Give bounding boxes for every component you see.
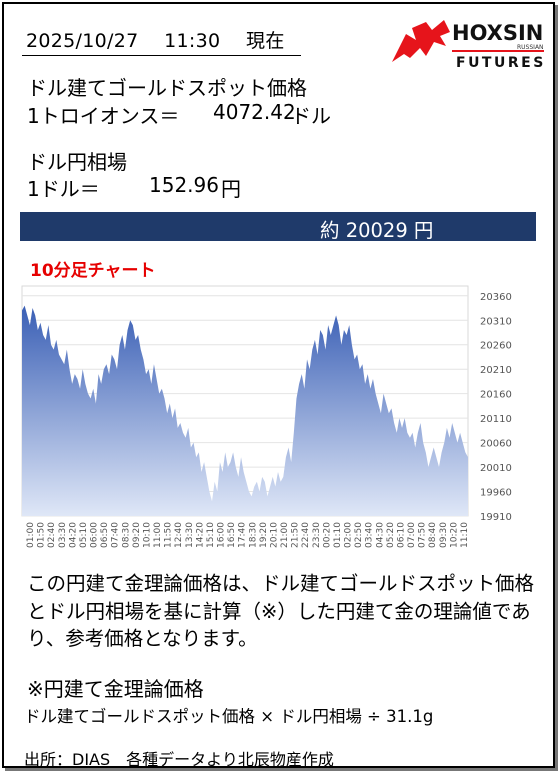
formula: ドル建てゴールドスポット価格 × ドル円相場 ÷ 31.1g <box>24 707 434 726</box>
y-tick-label: 19960 <box>480 488 512 499</box>
y-tick-label: 20360 <box>480 292 512 303</box>
gold-price-row: 1トロイオンス＝ 4072.42 ドル <box>27 100 331 129</box>
x-tick-label: 01:50 <box>37 522 47 548</box>
logo-mark-icon <box>392 20 450 62</box>
x-tick-label: 13:30 <box>185 522 195 548</box>
description: この円建て金理論価格は、ドル建てゴールドスポット価格とドル円相場を基に計算（※）… <box>27 572 535 650</box>
fx-label: ドル円相場 <box>27 150 127 174</box>
source-note: 出所：DIAS 各種データより北辰物産作成 <box>24 750 334 769</box>
x-tick-label: 11:10 <box>460 522 470 548</box>
x-tick-label: 22:40 <box>301 522 311 548</box>
as-of-datetime: 2025/10/27 11:30 現在 <box>22 26 301 56</box>
x-tick-label: 08:30 <box>121 522 131 548</box>
x-tick-label: 09:20 <box>132 522 142 548</box>
yen-gold-theoretical-price-banner: 円建て金理論価格 1g = 約 20029 円 <box>20 212 536 265</box>
fx-rate-currency: 円 <box>221 177 241 201</box>
gold-price-currency: ドル <box>291 104 331 128</box>
y-tick-label: 20260 <box>480 341 512 352</box>
banner-label: 円建て金理論価格 1g = <box>36 242 246 265</box>
y-tick-label: 20160 <box>480 390 512 401</box>
x-tick-label: 17:40 <box>238 522 248 548</box>
x-tick-label: 10:10 <box>142 522 152 548</box>
fx-unit-label: 1ドル＝ <box>27 177 100 201</box>
hoxsin-futures-logo: HOXSIN RUSSIAN FUTURES <box>392 20 546 71</box>
x-tick-label: 02:00 <box>344 522 354 548</box>
y-tick-label: 20060 <box>480 439 512 450</box>
x-tick-label: 07:50 <box>418 522 428 548</box>
x-tick-label: 07:00 <box>407 522 417 548</box>
x-tick-label: 04:20 <box>68 522 78 548</box>
x-tick-label: 10:20 <box>449 522 459 548</box>
x-tick-label: 18:30 <box>248 522 258 548</box>
x-tick-label: 05:20 <box>386 522 396 548</box>
x-tick-label: 03:30 <box>58 522 68 548</box>
price-area-series <box>22 305 468 516</box>
x-tick-label: 20:10 <box>269 522 279 548</box>
y-tick-label: 20210 <box>480 365 512 376</box>
logo-name: HOXSIN <box>452 21 543 45</box>
price-chart: 20360 20310 20260 20210 20160 20110 20060 20010… <box>21 285 512 548</box>
x-tick-label: 11:50 <box>164 522 174 548</box>
x-tick-label: 09:30 <box>439 522 449 548</box>
x-tick-label: 07:40 <box>111 522 121 548</box>
logo-tag: RUSSIAN <box>517 44 544 51</box>
x-tick-label: 23:30 <box>312 522 322 548</box>
x-tick-label: 02:40 <box>47 522 57 548</box>
fx-rate-value: 152.96 <box>149 173 219 197</box>
x-tick-label: 11:00 <box>153 522 163 548</box>
x-tick-label: 04:30 <box>375 522 385 548</box>
x-tick-label: 06:00 <box>90 522 100 548</box>
x-tick-label: 05:10 <box>79 522 89 548</box>
x-tick-label: 01:00 <box>26 522 36 548</box>
banner-value: 約 20029 円 <box>320 219 434 242</box>
x-tick-label: 21:00 <box>280 522 290 548</box>
y-tick-label: 19910 <box>480 512 512 523</box>
x-tick-label: 00:20 <box>322 522 332 548</box>
gold-unit-label: 1トロイオンス＝ <box>27 104 180 128</box>
note-title: ※円建て金理論価格 <box>27 677 204 701</box>
x-tick-label: 02:50 <box>354 522 364 548</box>
x-tick-label: 19:20 <box>259 522 269 548</box>
y-tick-label: 20110 <box>480 414 512 425</box>
x-tick-label: 03:40 <box>365 522 375 548</box>
gold-price-value: 4072.42 <box>213 100 296 124</box>
x-tick-label: 06:50 <box>100 522 110 548</box>
x-tick-label: 21:50 <box>291 522 301 548</box>
fx-rate-row: 1ドル＝ 152.96 円 <box>27 173 241 202</box>
x-tick-label: 16:50 <box>227 522 237 548</box>
y-tick-label: 20010 <box>480 463 512 474</box>
x-tick-label: 01:10 <box>333 522 343 548</box>
chart-title: 10分足チャート <box>30 261 156 281</box>
logo-sub: FUTURES <box>456 55 546 71</box>
x-tick-label: 15:10 <box>206 522 216 548</box>
y-tick-label: 20310 <box>480 316 512 327</box>
gold-label: ドル建てゴールドスポット価格 <box>27 76 307 100</box>
x-tick-label: 16:00 <box>217 522 227 548</box>
x-tick-label: 12:40 <box>174 522 184 548</box>
x-tick-label: 14:20 <box>195 522 205 548</box>
x-tick-label: 06:10 <box>396 522 406 548</box>
x-tick-label: 08:40 <box>428 522 438 548</box>
